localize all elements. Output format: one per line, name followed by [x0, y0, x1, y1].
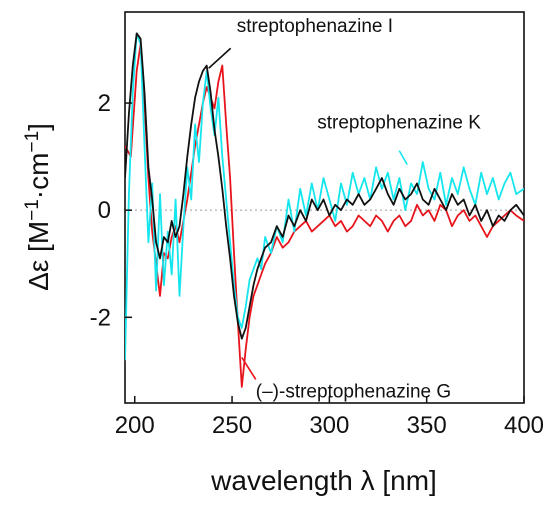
y-axis-title: Δε [M−1·cm−1]	[22, 123, 54, 291]
x-tick-label: 400	[504, 412, 544, 439]
series-line-streptophenazine-i	[125, 32, 524, 340]
annotation-label-streptophenazine-g: (–)-streptophenazine G	[256, 381, 451, 402]
x-tick-label: 200	[115, 412, 155, 439]
y-axis-title-sup2: −1	[22, 131, 43, 153]
y-tick-label: 0	[98, 197, 111, 224]
x-tick-label: 250	[212, 412, 252, 439]
annotation-label-streptophenazine-k: streptophenazine K	[317, 113, 481, 134]
annotation-leader-streptophenazine-g	[241, 357, 257, 380]
annotation-leader-streptophenazine-k	[398, 150, 408, 166]
y-axis-title-main: Δε [M	[23, 221, 54, 291]
plot-area	[124, 11, 525, 404]
x-axis-title: wavelength λ [nm]	[210, 465, 437, 496]
y-axis-title-end: ]	[23, 123, 54, 131]
x-axis-ticks: 200 250 300 350 400	[115, 396, 544, 439]
y-axis-title-mid: ·cm	[23, 153, 54, 200]
y-axis-ticks: -2 0 2	[90, 90, 132, 331]
annotation-label-streptophenazine-i: streptophenazine I	[237, 16, 393, 37]
series-layer	[125, 32, 524, 388]
x-tick-label: 300	[309, 412, 349, 439]
annotation-layer: streptophenazine I streptophenazine K (–)-…	[208, 16, 481, 402]
y-tick-label: -2	[90, 304, 111, 331]
y-axis-title-sup1: −1	[22, 199, 43, 221]
y-tick-label: 2	[98, 90, 111, 117]
annotation-leader-streptophenazine-i	[208, 47, 232, 69]
x-tick-label: 350	[407, 412, 447, 439]
